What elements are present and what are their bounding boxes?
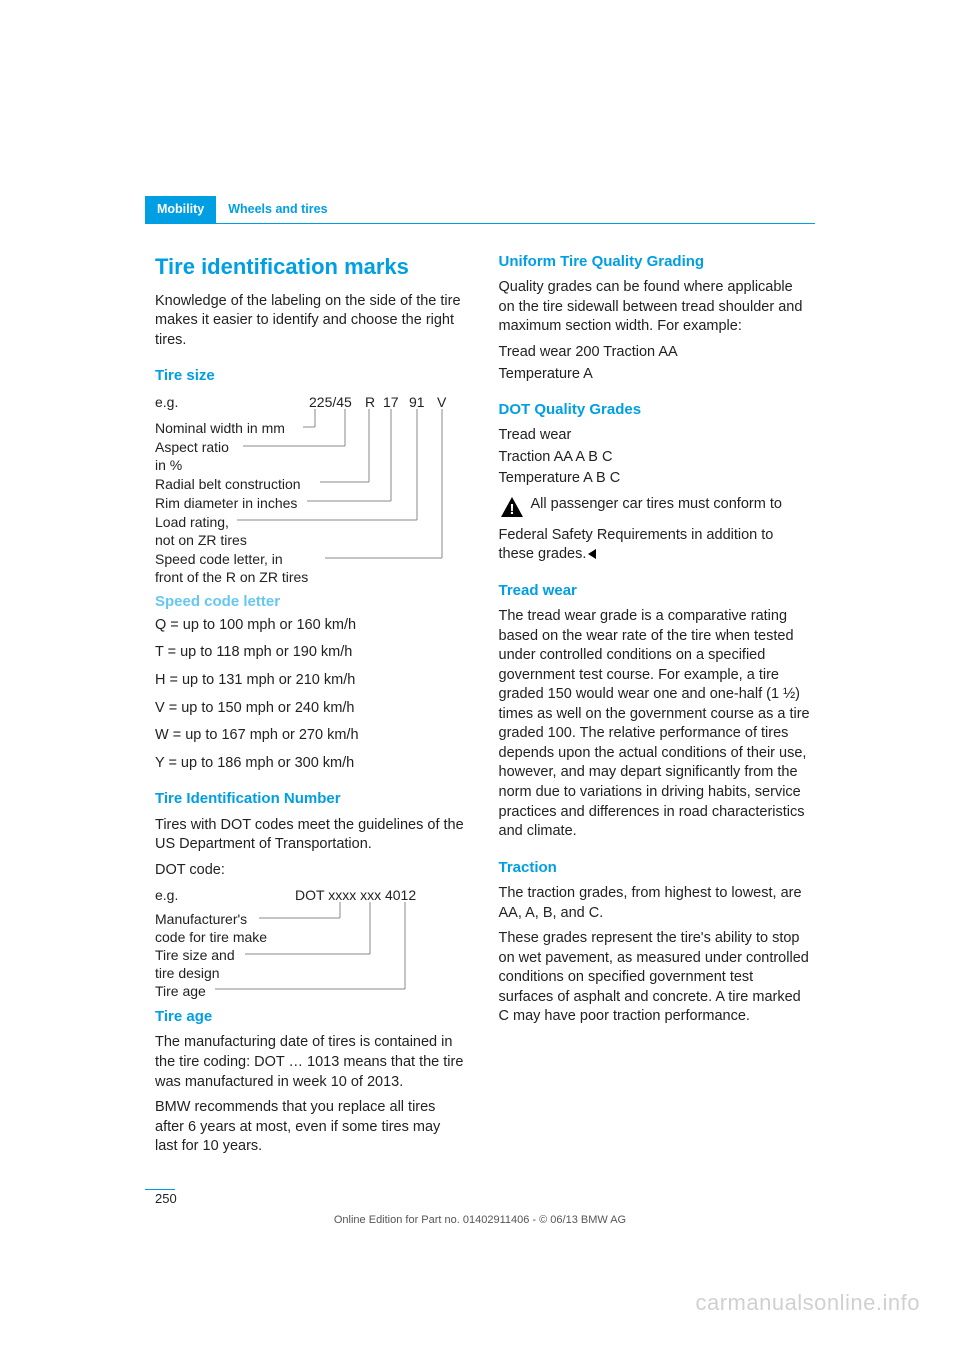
tire-age-p1: The manufacturing date of tires is conta… xyxy=(155,1033,467,1092)
tread-wear-p: The tread wear grade is a comparative ra… xyxy=(499,607,811,842)
traction-p1: The traction grades, from highest to low… xyxy=(499,884,811,923)
speed-q: Q = up to 100 mph or 160 km/h xyxy=(155,616,467,636)
utqg-ex2: Temperature A xyxy=(499,365,811,385)
dot-lines xyxy=(155,886,435,1001)
speed-h: H = up to 131 mph or 210 km/h xyxy=(155,671,467,691)
dot-l3: Temperature A B C xyxy=(499,469,811,489)
breadcrumb-tabs: Mobility Wheels and tires xyxy=(145,196,815,224)
tire-size-lines xyxy=(155,393,465,583)
speed-v: V = up to 150 mph or 240 km/h xyxy=(155,699,467,719)
tab-mobility[interactable]: Mobility xyxy=(145,196,216,223)
page-number: 250 xyxy=(155,1190,177,1208)
dot-l2: Traction AA A B C xyxy=(499,448,811,468)
utqg-p1: Quality grades can be found where applic… xyxy=(499,278,811,337)
warning-icon: ! xyxy=(499,495,525,526)
traction-p2: These grades represent the tire's abilit… xyxy=(499,929,811,1027)
dot-diagram: e.g. DOT xxxx xxx 4012 Manufacturer's co… xyxy=(155,886,467,1001)
speed-w: W = up to 167 mph or 270 km/h xyxy=(155,726,467,746)
dot-grades-list: Tread wear Traction AA A B C Temperature… xyxy=(499,426,811,489)
heading-utqg: Uniform Tire Quality Grading xyxy=(499,252,811,272)
warning-text: All passenger car tires must conform to … xyxy=(499,496,782,562)
tin-p2: DOT code: xyxy=(155,861,467,881)
tab-wheels-tires[interactable]: Wheels and tires xyxy=(216,196,339,223)
heading-tire-size: Tire size xyxy=(155,366,467,386)
intro-text: Knowledge of the labeling on the side of… xyxy=(155,292,467,351)
page-title: Tire identification marks xyxy=(155,252,467,282)
heading-speed-code: Speed code letter xyxy=(155,592,467,612)
watermark: carmanualsonline.info xyxy=(695,1288,920,1318)
tin-p1: Tires with DOT codes meet the guidelines… xyxy=(155,816,467,855)
tire-size-diagram: e.g. 225/45 R 17 91 V Nominal width in m… xyxy=(155,393,467,578)
heading-tin: Tire Identification Number xyxy=(155,789,467,809)
warning-block: ! All passenger car tires must conform t… xyxy=(499,495,811,565)
heading-tire-age: Tire age xyxy=(155,1007,467,1027)
heading-dot-grades: DOT Quality Grades xyxy=(499,400,811,420)
heading-tread-wear: Tread wear xyxy=(499,581,811,601)
speed-t: T = up to 118 mph or 190 km/h xyxy=(155,643,467,663)
speed-y: Y = up to 186 mph or 300 km/h xyxy=(155,754,467,774)
dot-l1: Tread wear xyxy=(499,426,811,446)
footer-text: Online Edition for Part no. 01402911406 … xyxy=(0,1213,960,1228)
tire-age-p2: BMW recommends that you replace all tire… xyxy=(155,1098,467,1157)
end-mark-icon xyxy=(588,549,596,559)
svg-text:!: ! xyxy=(509,501,514,518)
utqg-example: Tread wear 200 Traction AA Temperature A xyxy=(499,343,811,384)
heading-traction: Traction xyxy=(499,858,811,878)
utqg-ex1: Tread wear 200 Traction AA xyxy=(499,343,811,363)
page-content: Tire identification marks Knowledge of t… xyxy=(155,252,810,1178)
